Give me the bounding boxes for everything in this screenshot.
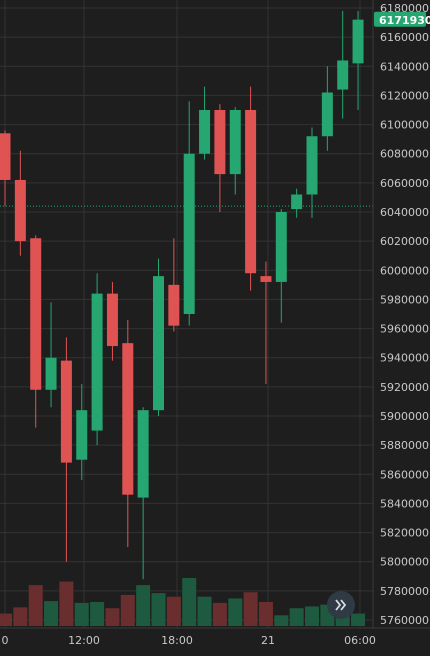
candle-body [352, 19, 364, 64]
volume-bar [28, 585, 43, 626]
price-tick-label: 6160000 [380, 31, 429, 44]
candle-body [106, 293, 118, 347]
price-tick-label: 6140000 [380, 60, 429, 73]
candle-body [291, 194, 303, 210]
price-tick-label: 5780000 [380, 585, 429, 598]
time-axis-background [0, 628, 430, 652]
scroll-to-latest-button[interactable] [327, 591, 355, 619]
price-tick-label: 5880000 [380, 439, 429, 452]
candle-body [306, 136, 318, 195]
volume-bar [258, 602, 273, 626]
candle-body [60, 360, 72, 463]
price-tick-label: 6000000 [380, 264, 429, 277]
volume-bar [151, 593, 166, 626]
price-tick-label: 5820000 [380, 527, 429, 540]
candle-body [214, 110, 226, 175]
candle-body [260, 276, 272, 282]
volume-bar [274, 615, 289, 626]
candle-body [14, 179, 26, 242]
price-tick-label: 6180000 [380, 2, 429, 15]
candle-body [183, 153, 195, 314]
candle-body [337, 60, 349, 90]
time-tick-label: 21 [261, 634, 275, 647]
volume-bar [90, 602, 105, 626]
price-tick-label: 6020000 [380, 235, 429, 248]
current-price-label: 6171930 [379, 14, 430, 27]
price-tick-label: 6100000 [380, 119, 429, 132]
candle-body [137, 410, 149, 498]
volume-bar [182, 578, 197, 626]
price-tick-label: 5920000 [380, 381, 429, 394]
volume-bar [120, 594, 135, 626]
candle-body [122, 343, 134, 495]
price-tick-label: 6060000 [380, 177, 429, 190]
price-tick-label: 5840000 [380, 497, 429, 510]
candle-body [76, 410, 88, 460]
price-tick-label: 5860000 [380, 468, 429, 481]
volume-bar [305, 606, 319, 626]
price-tick-label: 6080000 [380, 148, 429, 161]
volume-bar [59, 581, 74, 626]
price-tick-label: 5940000 [380, 352, 429, 365]
candle-body [0, 133, 11, 180]
volume-bar [243, 592, 258, 626]
candle-body [153, 276, 164, 411]
price-tick-label: 5800000 [380, 556, 429, 569]
candle-body [321, 92, 333, 137]
time-tick-label: 06:00 [344, 634, 376, 647]
double-chevron-right-icon [335, 599, 347, 611]
current-price-badge [374, 11, 426, 27]
volume-bar [0, 613, 12, 626]
volume-bar [228, 598, 243, 626]
volume-bar [105, 608, 120, 626]
time-tick-label: 0 [2, 634, 9, 647]
volume-bar [44, 601, 59, 626]
price-tick-label: 5760000 [380, 614, 429, 627]
candle-body [245, 110, 257, 274]
candle-body [91, 293, 103, 431]
time-tick-label: 12:00 [68, 634, 100, 647]
volume-bar [197, 596, 212, 626]
price-tick-label: 5960000 [380, 323, 429, 336]
price-tick-label: 5980000 [380, 293, 429, 306]
candle-body [45, 357, 57, 390]
candle-body [275, 212, 287, 282]
volume-bar [212, 602, 227, 626]
candle-body [199, 110, 211, 154]
price-axis-background [373, 0, 430, 628]
price-tick-label: 5900000 [380, 410, 429, 423]
volume-bar [351, 613, 366, 626]
price-tick-label: 6120000 [380, 89, 429, 102]
time-tick-label: 18:00 [161, 634, 193, 647]
volume-bar [289, 608, 304, 626]
volume-bar [166, 596, 181, 626]
price-tick-label: 6040000 [380, 206, 429, 219]
volume-bar [74, 602, 89, 626]
candle-body [168, 284, 180, 326]
volume-bar [136, 585, 151, 626]
candle-body [229, 110, 241, 175]
volume-bar [13, 607, 28, 626]
candle-body [30, 238, 42, 390]
